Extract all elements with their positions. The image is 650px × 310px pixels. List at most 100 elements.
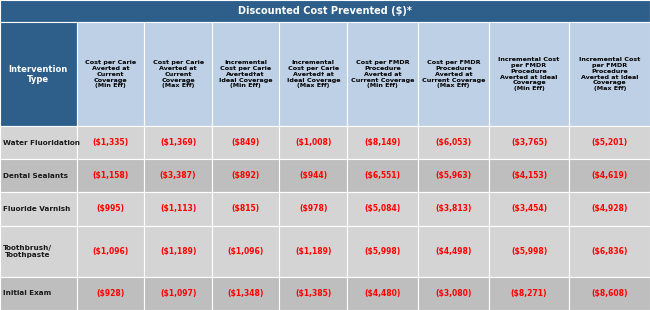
Text: ($1,189): ($1,189): [295, 247, 332, 256]
Bar: [347, 159, 418, 193]
Bar: [418, 193, 489, 226]
Text: ($4,480): ($4,480): [365, 289, 400, 298]
Bar: [489, 22, 569, 126]
Text: ($4,498): ($4,498): [436, 247, 471, 256]
Bar: [280, 226, 347, 277]
Text: Intervention
Type: Intervention Type: [8, 64, 68, 84]
Bar: [569, 159, 650, 193]
Text: ($1,096): ($1,096): [227, 247, 264, 256]
Bar: [418, 277, 489, 310]
Bar: [77, 277, 144, 310]
Text: ($928): ($928): [96, 289, 125, 298]
Bar: [0, 159, 77, 193]
Bar: [144, 22, 212, 126]
Bar: [144, 193, 212, 226]
Text: Cost per Carie
Averted at
Current
Coverage
(Min Eff): Cost per Carie Averted at Current Covera…: [85, 60, 136, 88]
Text: Incremental
Cost per Carie
Averted†at
Ideal Coverage
(Min Eff): Incremental Cost per Carie Averted†at Id…: [219, 60, 272, 88]
Text: ($815): ($815): [231, 205, 260, 214]
Text: ($1,113): ($1,113): [160, 205, 196, 214]
Bar: [489, 277, 569, 310]
Text: ($8,608): ($8,608): [592, 289, 628, 298]
Bar: [418, 126, 489, 159]
Bar: [418, 159, 489, 193]
Text: ($3,454): ($3,454): [511, 205, 547, 214]
Text: Incremental
Cost per Carie
Averted† at
Ideal Coverage
(Max Eff): Incremental Cost per Carie Averted† at I…: [287, 60, 340, 88]
Text: ($1,008): ($1,008): [295, 138, 332, 147]
Text: ($5,201): ($5,201): [592, 138, 628, 147]
Bar: [0, 277, 77, 310]
Text: ($5,998): ($5,998): [511, 247, 547, 256]
Text: ($1,097): ($1,097): [160, 289, 196, 298]
Bar: [280, 22, 347, 126]
Bar: [280, 159, 347, 193]
Text: ($978): ($978): [299, 205, 328, 214]
Bar: [347, 193, 418, 226]
Bar: [0, 0, 650, 22]
Bar: [347, 226, 418, 277]
Bar: [77, 126, 144, 159]
Text: ($5,084): ($5,084): [365, 205, 400, 214]
Bar: [418, 22, 489, 126]
Text: ($4,928): ($4,928): [592, 205, 628, 214]
Bar: [418, 226, 489, 277]
Bar: [212, 126, 280, 159]
Bar: [280, 193, 347, 226]
Bar: [569, 226, 650, 277]
Bar: [569, 193, 650, 226]
Bar: [77, 159, 144, 193]
Text: ($944): ($944): [299, 171, 328, 180]
Bar: [212, 22, 280, 126]
Bar: [0, 226, 77, 277]
Text: ($4,619): ($4,619): [592, 171, 628, 180]
Text: ($1,385): ($1,385): [295, 289, 332, 298]
Text: ($3,387): ($3,387): [160, 171, 196, 180]
Text: ($1,335): ($1,335): [92, 138, 129, 147]
Bar: [77, 22, 144, 126]
Bar: [489, 193, 569, 226]
Text: ($995): ($995): [96, 205, 125, 214]
Bar: [77, 226, 144, 277]
Bar: [212, 277, 280, 310]
Bar: [144, 226, 212, 277]
Text: ($8,149): ($8,149): [365, 138, 400, 147]
Bar: [489, 226, 569, 277]
Bar: [212, 193, 280, 226]
Bar: [0, 126, 77, 159]
Bar: [77, 193, 144, 226]
Text: ($6,053): ($6,053): [436, 138, 471, 147]
Text: ($1,189): ($1,189): [160, 247, 196, 256]
Text: ($3,080): ($3,080): [436, 289, 471, 298]
Text: Cost per FMDR
Procedure
Averted at
Current Coverage
(Max Eff): Cost per FMDR Procedure Averted at Curre…: [422, 60, 485, 88]
Text: ($8,271): ($8,271): [511, 289, 547, 298]
Bar: [212, 159, 280, 193]
Text: ($4,153): ($4,153): [511, 171, 547, 180]
Text: Fluoride Varnish: Fluoride Varnish: [3, 206, 71, 212]
Text: ($1,369): ($1,369): [160, 138, 196, 147]
Bar: [144, 159, 212, 193]
Text: ($1,348): ($1,348): [227, 289, 264, 298]
Text: Dental Sealants: Dental Sealants: [3, 173, 68, 179]
Text: ($849): ($849): [231, 138, 260, 147]
Bar: [0, 22, 77, 126]
Text: Incremental Cost
per FMDR
Procedure
Averted at Ideal
Coverage
(Min Eff): Incremental Cost per FMDR Procedure Aver…: [499, 57, 560, 91]
Text: ($892): ($892): [231, 171, 260, 180]
Text: Cost per Carie
Averted at
Current
Coverage
(Max Eff): Cost per Carie Averted at Current Covera…: [153, 60, 203, 88]
Text: ($3,813): ($3,813): [436, 205, 471, 214]
Bar: [569, 126, 650, 159]
Text: Toothbrush/
Toothpaste: Toothbrush/ Toothpaste: [3, 245, 52, 258]
Bar: [347, 126, 418, 159]
Text: ($5,998): ($5,998): [365, 247, 400, 256]
Text: Incremental Cost
per FMDR
Procedure
Averted at Ideal
Coverage
(Max Eff): Incremental Cost per FMDR Procedure Aver…: [579, 57, 640, 91]
Text: ($5,963): ($5,963): [436, 171, 471, 180]
Bar: [569, 22, 650, 126]
Text: ($1,158): ($1,158): [92, 171, 129, 180]
Bar: [212, 226, 280, 277]
Bar: [347, 277, 418, 310]
Bar: [347, 22, 418, 126]
Bar: [0, 193, 77, 226]
Bar: [144, 277, 212, 310]
Text: Water Fluoridation: Water Fluoridation: [3, 140, 80, 146]
Bar: [569, 277, 650, 310]
Bar: [489, 159, 569, 193]
Text: Discounted Cost Prevented ($)*: Discounted Cost Prevented ($)*: [238, 6, 412, 16]
